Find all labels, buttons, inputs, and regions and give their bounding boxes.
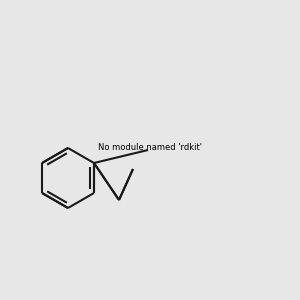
Text: No module named 'rdkit': No module named 'rdkit' <box>98 143 202 152</box>
